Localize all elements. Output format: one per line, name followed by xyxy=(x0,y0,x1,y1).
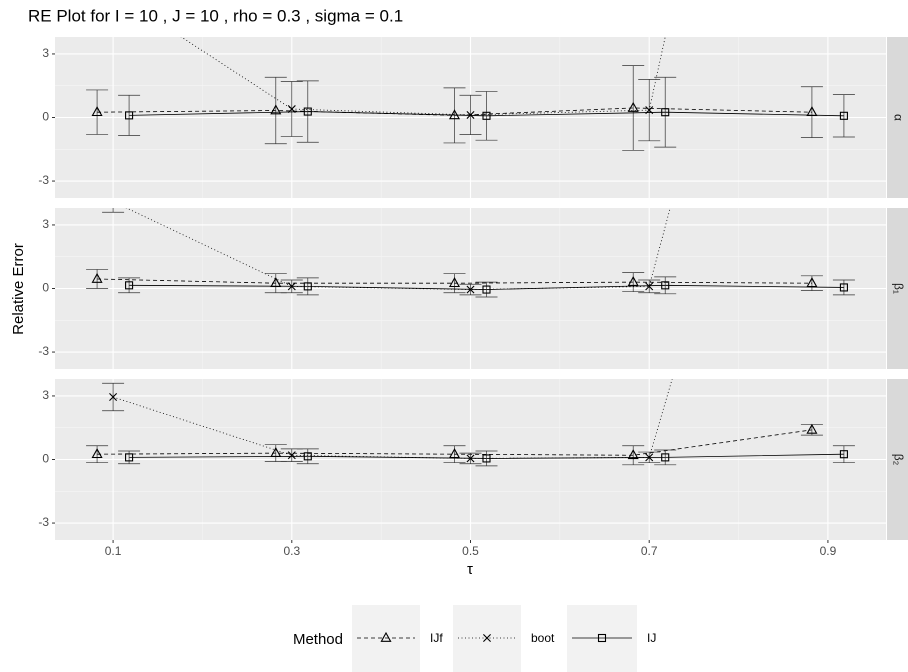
x-tick-label: 0.9 xyxy=(820,544,837,558)
legend-marker xyxy=(380,631,392,642)
error-bar xyxy=(86,269,109,289)
legend-key xyxy=(567,605,637,672)
data-point xyxy=(270,104,282,115)
panel-data xyxy=(86,198,855,298)
error-bar xyxy=(622,65,645,151)
error-bar xyxy=(654,76,677,148)
legend-marker xyxy=(483,634,491,642)
strip-background xyxy=(887,208,908,369)
data-point xyxy=(287,105,296,114)
y-axis-label: Relative Error xyxy=(10,243,27,335)
error-bar xyxy=(102,208,125,213)
y-tick-label: 3 xyxy=(42,46,49,60)
strip-label: β₁ xyxy=(891,283,905,294)
data-point xyxy=(287,451,296,460)
strip-background xyxy=(887,37,908,198)
error-bar xyxy=(118,277,141,294)
data-point xyxy=(91,272,103,283)
error-bar xyxy=(832,94,855,138)
data-point xyxy=(91,448,103,459)
legend-marker xyxy=(597,633,607,643)
y-tick-label: -3 xyxy=(38,344,49,358)
data-point xyxy=(661,453,670,462)
data-point xyxy=(303,452,312,461)
legend-key xyxy=(352,605,420,672)
legend-label: IJf xyxy=(430,631,443,645)
data-point xyxy=(109,393,118,401)
error-bar xyxy=(622,272,645,293)
error-bar xyxy=(264,76,287,145)
data-point xyxy=(482,111,491,120)
x-axis-label: τ xyxy=(467,561,473,578)
data-point xyxy=(839,111,848,120)
data-point xyxy=(806,423,818,434)
data-point xyxy=(627,276,639,286)
data-point xyxy=(125,281,134,290)
data-point xyxy=(661,281,670,290)
data-point xyxy=(125,111,134,120)
data-point xyxy=(482,454,491,463)
data-point xyxy=(482,285,491,294)
x-tick-label: 0.3 xyxy=(283,544,300,558)
error-bar xyxy=(118,94,141,136)
data-point xyxy=(627,449,639,460)
data-point xyxy=(109,198,116,205)
chart-title: RE Plot for I = 10 , J = 10 , rho = 0.3 … xyxy=(28,6,403,25)
error-bar xyxy=(622,445,645,466)
error-bar xyxy=(118,450,141,465)
panel-data xyxy=(86,379,855,467)
data-point xyxy=(125,453,134,462)
error-bar xyxy=(832,279,855,296)
data-point xyxy=(303,107,312,116)
error-bar xyxy=(475,281,498,298)
y-tick-label: 0 xyxy=(42,110,49,124)
data-point xyxy=(303,282,312,291)
data-point xyxy=(448,277,461,288)
y-tick-label: 3 xyxy=(42,388,49,402)
error-bar xyxy=(296,80,319,143)
y-tick-label: -3 xyxy=(38,173,49,187)
error-bar xyxy=(475,450,498,467)
x-tick-label: 0.1 xyxy=(105,544,122,558)
data-point xyxy=(466,110,475,119)
x-tick-label: 0.7 xyxy=(641,544,658,558)
data-point xyxy=(661,108,670,117)
data-point xyxy=(627,101,639,112)
data-point xyxy=(91,106,103,117)
strip-label: β₂ xyxy=(891,454,905,466)
y-tick-label: -3 xyxy=(38,515,49,529)
error-bar xyxy=(475,91,498,141)
legend-title: Method xyxy=(293,631,343,648)
error-bar xyxy=(296,448,319,465)
x-tick-label: 0.5 xyxy=(462,544,479,558)
legend-label: IJ xyxy=(647,631,656,645)
data-point xyxy=(839,450,848,459)
error-bar xyxy=(654,449,677,466)
error-bar xyxy=(832,445,855,464)
data-point xyxy=(645,282,654,291)
error-bar xyxy=(296,277,319,296)
data-point xyxy=(806,277,818,288)
y-tick-label: 0 xyxy=(42,452,49,466)
panel-data xyxy=(86,37,855,151)
y-tick-label: 3 xyxy=(42,217,49,231)
data-point xyxy=(839,283,848,292)
strip-background xyxy=(887,379,908,540)
error-bar xyxy=(654,276,677,295)
legend-label: boot xyxy=(531,631,555,645)
strip-label: α xyxy=(891,114,905,121)
error-bar xyxy=(800,86,823,138)
error-bar xyxy=(86,89,109,135)
data-point xyxy=(448,448,461,459)
y-tick-label: 0 xyxy=(42,281,49,295)
